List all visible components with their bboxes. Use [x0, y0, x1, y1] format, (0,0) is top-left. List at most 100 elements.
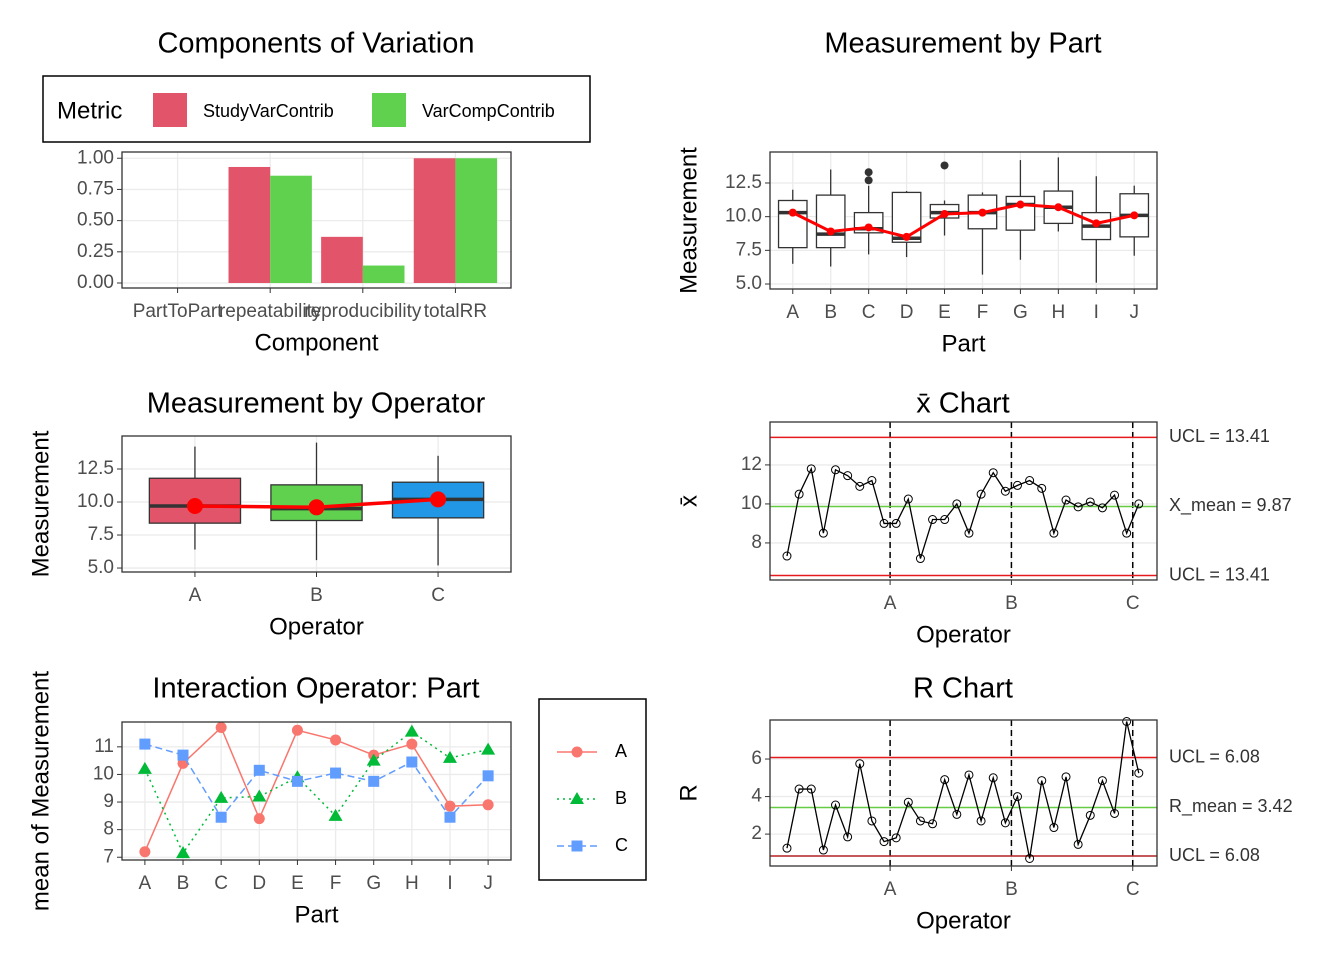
point	[215, 722, 227, 734]
x-tick-label: D	[252, 873, 266, 894]
point	[1110, 808, 1120, 818]
y-tick-label: 12.5	[725, 172, 762, 193]
y-tick-label: 10.0	[725, 206, 762, 227]
point	[1122, 717, 1132, 727]
chart-title: x̄ Chart	[916, 388, 1009, 420]
point	[1110, 490, 1120, 500]
y-tick-label: 5.0	[88, 557, 114, 578]
point	[1073, 502, 1083, 512]
point	[794, 489, 804, 499]
point	[976, 489, 986, 499]
y-axis-title: x̄	[675, 495, 702, 507]
mean-line	[792, 203, 1135, 239]
legend-label: C	[615, 835, 628, 855]
x-tick-label: H	[405, 873, 419, 894]
mean-point	[864, 223, 873, 232]
y-tick-label: 12.5	[77, 458, 114, 479]
plot-border	[121, 151, 512, 289]
x-tick-label: C	[214, 873, 228, 894]
x-tick-label: D	[900, 302, 914, 323]
y-tick-label: 10.0	[77, 491, 114, 512]
point	[1085, 810, 1095, 820]
point	[915, 554, 925, 564]
y-tick-label: 2	[751, 823, 762, 844]
legend-label: A	[615, 741, 627, 761]
limit-label: R_mean = 3.42	[1169, 796, 1293, 817]
x-tick-label: C	[1126, 879, 1140, 900]
point	[1134, 499, 1144, 509]
bar	[455, 158, 498, 284]
x-tick-label: F	[330, 873, 342, 894]
point	[481, 742, 496, 755]
point	[1025, 476, 1035, 486]
point	[366, 753, 381, 766]
plot-border	[121, 721, 512, 861]
mean-point	[1092, 219, 1101, 228]
x-tick-label: J	[483, 873, 493, 894]
point	[139, 738, 151, 750]
point	[215, 811, 227, 823]
point	[928, 819, 938, 829]
limit-label: UCL = 6.08	[1169, 845, 1260, 865]
plot-border	[769, 151, 1158, 290]
point	[330, 734, 342, 746]
x-tick-label: reproducibility	[304, 301, 422, 322]
mean-point	[1054, 203, 1063, 212]
point	[855, 481, 865, 491]
x-tick-label: repeatability	[219, 301, 322, 322]
mean-point	[186, 497, 203, 514]
x-tick-label: G	[1013, 302, 1028, 323]
x-axis-title: Operator	[269, 613, 364, 640]
point	[1025, 853, 1035, 863]
plot-border	[769, 421, 1158, 581]
y-axis-title: Measurement	[675, 147, 702, 294]
point	[252, 789, 267, 802]
x-axis-title: Operator	[916, 621, 1011, 648]
series-line	[144, 730, 489, 855]
point	[831, 465, 841, 475]
legend-label: VarCompContrib	[422, 101, 555, 121]
series-line	[786, 721, 1140, 859]
chart-title: Components of Variation	[157, 28, 474, 60]
y-tick-label: 0.50	[77, 210, 114, 231]
outlier	[864, 176, 873, 185]
x-tick-label: A	[884, 593, 897, 614]
point	[867, 816, 877, 826]
y-tick-label: 9	[103, 791, 114, 812]
legend-marker	[570, 792, 584, 804]
chart-title: Measurement by Operator	[147, 388, 486, 420]
bar	[362, 265, 405, 284]
series-line	[144, 743, 489, 819]
plot-border	[121, 435, 512, 573]
point	[253, 764, 265, 776]
point	[176, 846, 191, 859]
series-line	[144, 726, 489, 853]
mean-point	[940, 209, 949, 218]
point	[1073, 839, 1083, 849]
point	[137, 761, 152, 774]
y-tick-label: 8	[751, 532, 762, 553]
limit-label: UCL = 6.08	[1169, 746, 1260, 766]
point	[891, 518, 901, 528]
point	[404, 724, 419, 737]
x-tick-label: A	[189, 585, 202, 606]
point	[903, 797, 913, 807]
x-tick-label: J	[1129, 302, 1139, 323]
x-tick-label: C	[862, 302, 876, 323]
point	[952, 499, 962, 509]
point	[214, 790, 229, 803]
point	[482, 770, 494, 782]
y-tick-label: 0.00	[77, 272, 114, 293]
point	[1049, 528, 1059, 538]
point	[1037, 776, 1047, 786]
legend-box	[42, 75, 591, 143]
x-tick-label: F	[977, 302, 989, 323]
y-tick-label: 10	[93, 763, 114, 784]
mean-point	[308, 499, 325, 516]
point	[843, 832, 853, 842]
point	[291, 724, 303, 736]
x-tick-label: E	[938, 302, 951, 323]
point	[444, 811, 456, 823]
x-tick-label: A	[786, 302, 799, 323]
